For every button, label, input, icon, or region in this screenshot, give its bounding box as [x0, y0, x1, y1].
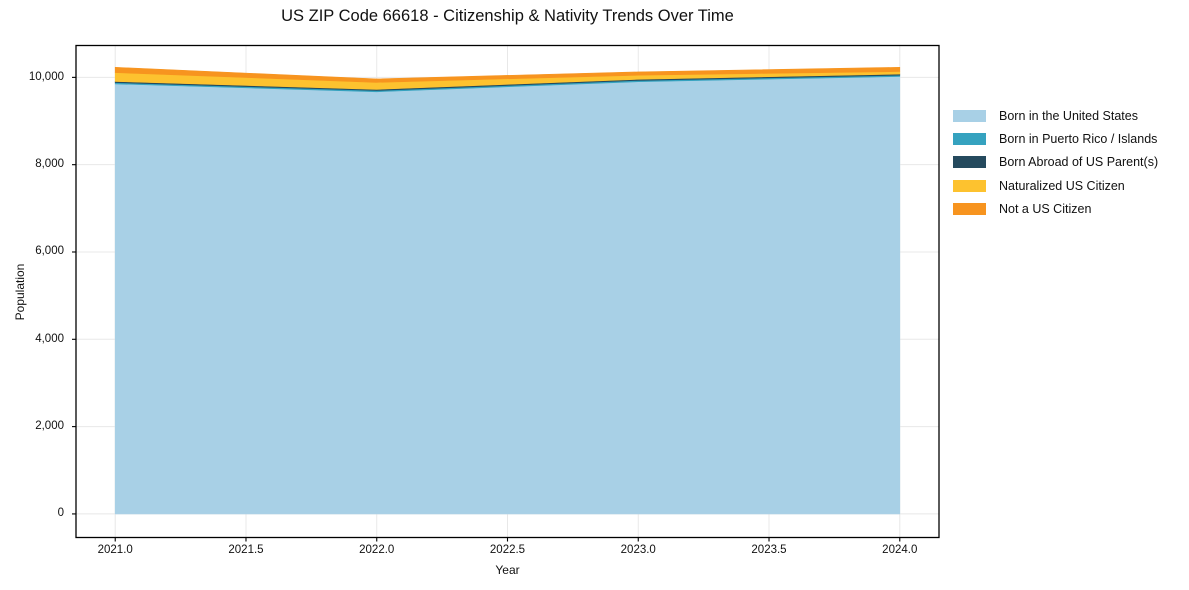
legend-swatch-born-pr-islands: [953, 133, 986, 146]
legend-swatch-born-abroad: [953, 156, 986, 169]
chart-title: US ZIP Code 66618 - Citizenship & Nativi…: [281, 7, 734, 25]
legend: Born in the United States Born in Puerto…: [953, 104, 1158, 221]
legend-swatch-born-us: [953, 109, 986, 122]
x-tick-label: 2024.0: [882, 544, 918, 556]
legend-label: Not a US Citizen: [999, 202, 1092, 217]
y-tick-label: 8,000: [35, 158, 64, 171]
x-tick-label: 2021.5: [228, 544, 264, 556]
x-tick-label: 2022.0: [359, 544, 395, 556]
y-tick-label: 6,000: [35, 245, 64, 258]
x-tick-label: 2022.5: [489, 544, 526, 556]
y-tick-label: 10,000: [28, 70, 64, 83]
legend-item: Not a US Citizen: [953, 198, 1158, 221]
legend-label: Born in Puerto Rico / Islands: [999, 132, 1158, 147]
x-tick-label: 2021.0: [97, 544, 133, 556]
x-tick-label: 2023.5: [751, 544, 787, 556]
x-axis-label: Year: [495, 563, 520, 577]
legend-label: Naturalized US Citizen: [999, 178, 1125, 193]
legend-swatch-naturalized: [953, 179, 986, 192]
legend-item: Born in the United States: [953, 104, 1158, 127]
area-series-4: [114, 66, 901, 83]
y-tick-label: 4,000: [35, 332, 64, 345]
legend-label: Born in the United States: [999, 108, 1138, 123]
legend-swatch-not-citizen: [953, 203, 986, 216]
x-tick-label: 2023.0: [620, 544, 656, 556]
legend-item: Naturalized US Citizen: [953, 174, 1158, 197]
y-tick-label: 0: [57, 507, 64, 520]
legend-item: Born Abroad of US Parent(s): [953, 151, 1158, 174]
legend-label: Born Abroad of US Parent(s): [999, 155, 1159, 170]
area-series-0: [114, 76, 901, 515]
y-tick-label: 2,000: [35, 420, 64, 433]
legend-item: Born in Puerto Rico / Islands: [953, 127, 1158, 150]
